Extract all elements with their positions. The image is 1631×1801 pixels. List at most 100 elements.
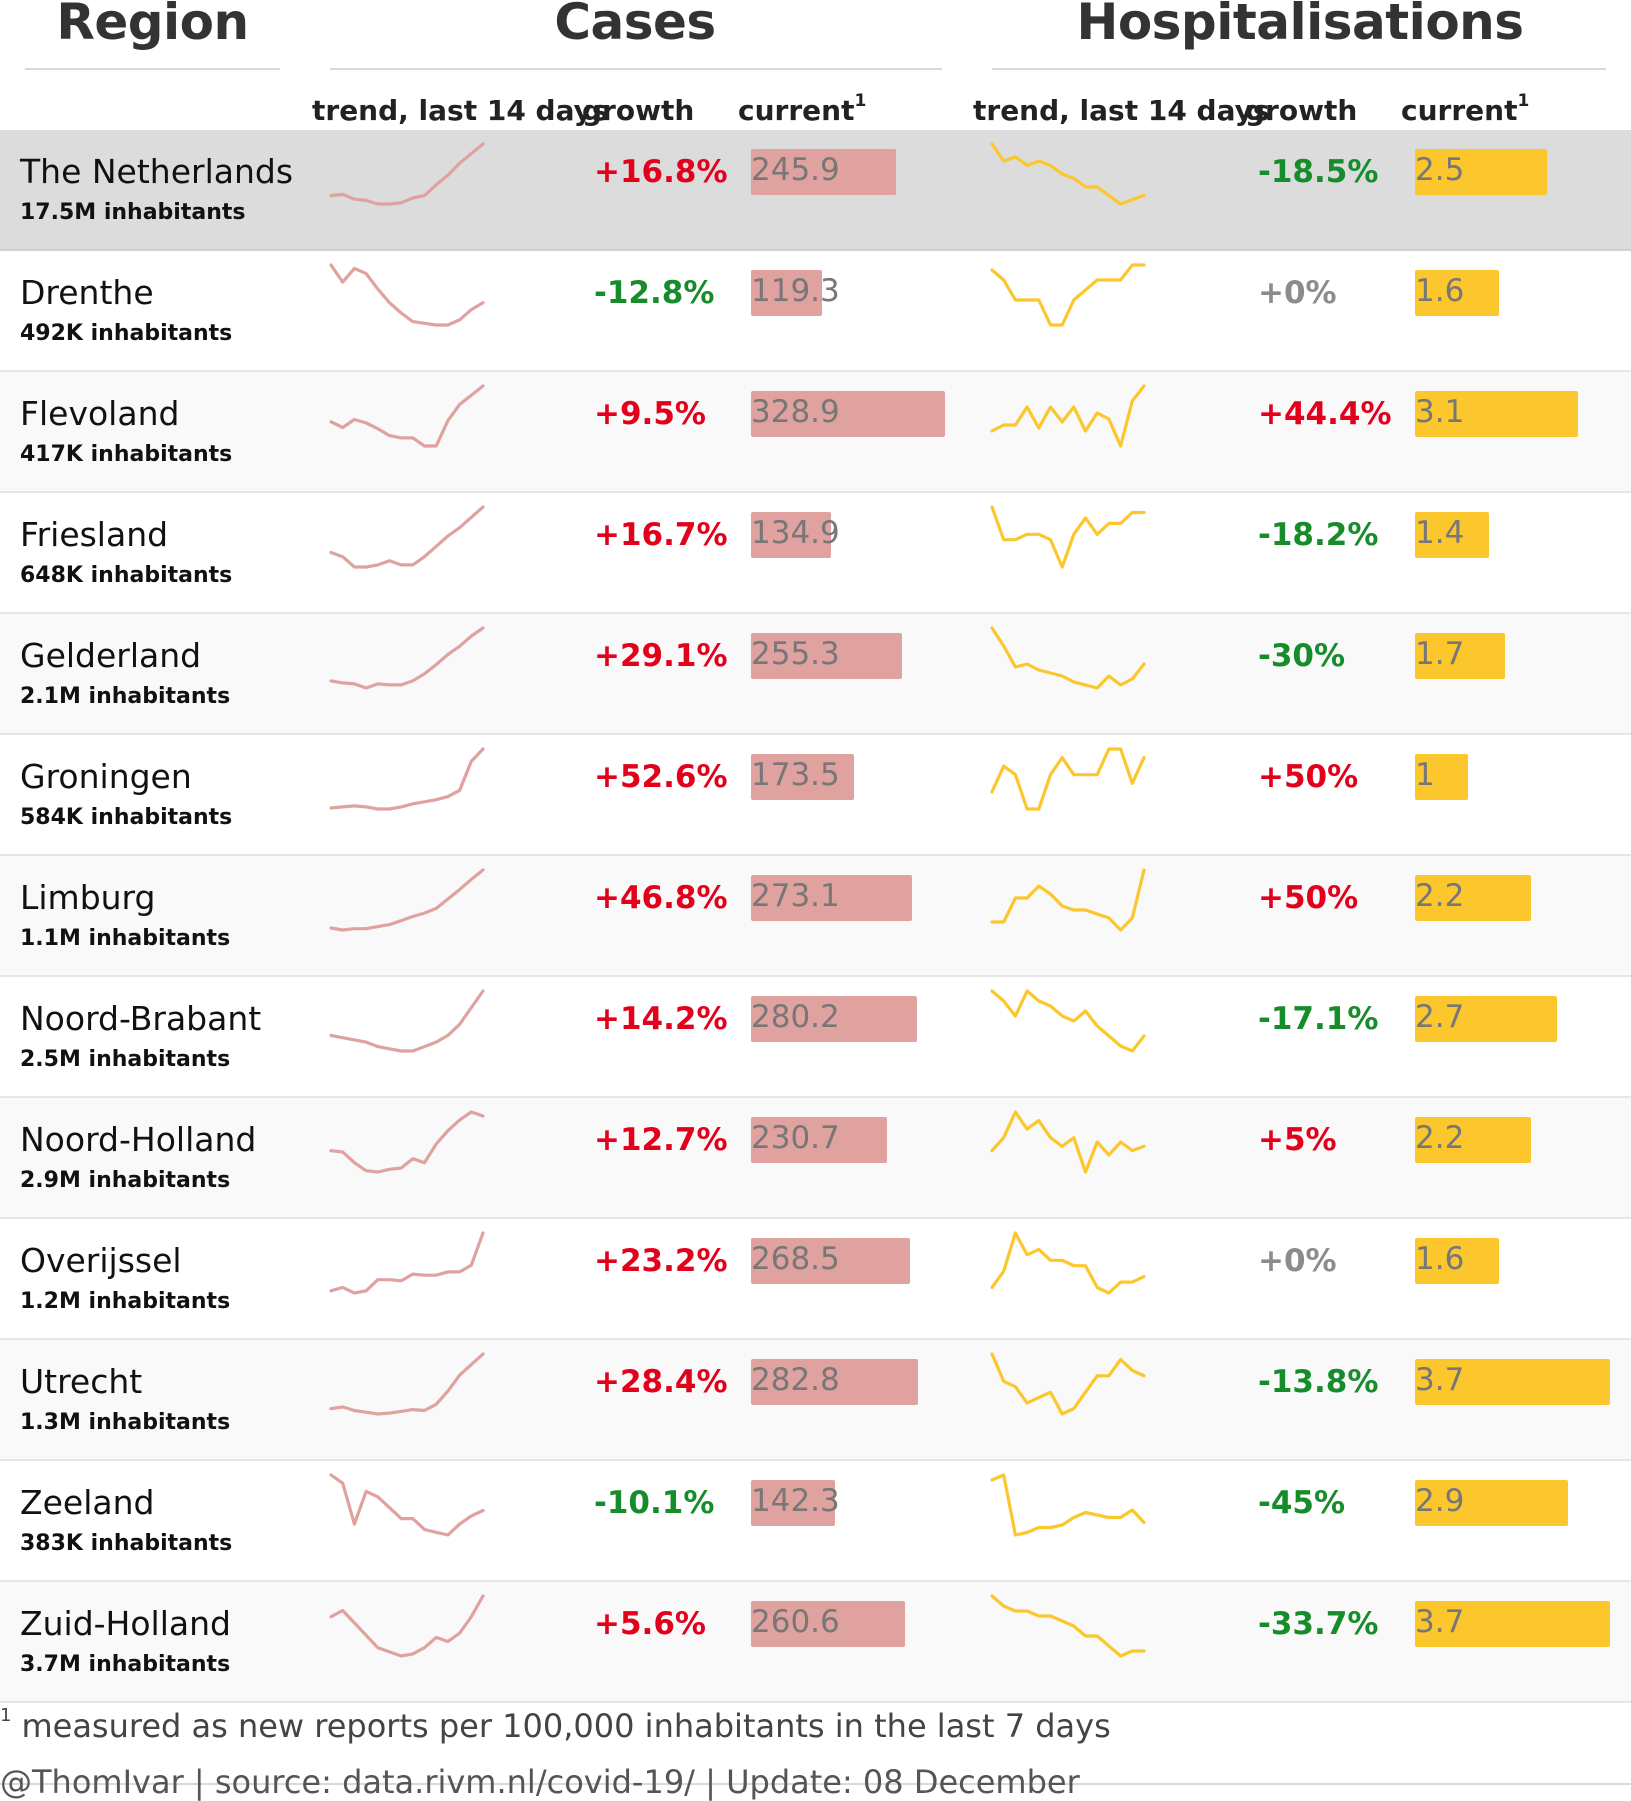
footnote-text: measured as new reports per 100,000 inha… — [21, 1707, 1111, 1745]
hosp-trend-sparkline-line — [990, 1352, 1146, 1416]
table-row: Drenthe 492K inhabitants -12.8% 119.3 +0% 1.6 — [0, 251, 1631, 372]
hosp-current-value: 2.9 — [1415, 1483, 1465, 1519]
hosp-growth-header: growth — [1245, 94, 1358, 127]
region-population: 3.7M inhabitants — [20, 1652, 231, 1677]
cases-current-value: 142.3 — [751, 1483, 840, 1519]
region-population: 2.5M inhabitants — [20, 1047, 231, 1072]
hosp-growth-value: -13.8% — [1258, 1364, 1379, 1400]
hosp-current-bar — [1415, 633, 1505, 679]
cases-current-value: 134.9 — [751, 515, 840, 551]
region-population: 1.3M inhabitants — [20, 1410, 231, 1435]
cases-trend-sparkline-line — [329, 1110, 485, 1174]
hosp-current-bar — [1415, 512, 1489, 558]
hosp-trend-sparkline-line — [990, 747, 1146, 811]
cases-current-header-sup: 1 — [854, 90, 867, 111]
hosp-growth-value: +44.4% — [1258, 396, 1392, 432]
hosp-trend-sparkline — [990, 989, 1146, 1053]
hosp-trend-sparkline-line — [990, 1594, 1146, 1658]
cases-current-value: 230.7 — [751, 1120, 840, 1156]
cases-trend-sparkline-line — [329, 626, 485, 690]
cases-trend-sparkline-line — [329, 868, 485, 932]
cases-trend-sparkline-line — [329, 384, 485, 448]
table-row: Friesland 648K inhabitants +16.7% 134.9 -18.… — [0, 493, 1631, 614]
cases-current-value: 273.1 — [751, 878, 840, 914]
cases-growth-value: +16.7% — [594, 517, 728, 553]
hosp-current-value: 1 — [1415, 757, 1435, 793]
hosp-current-bar — [1415, 996, 1558, 1042]
cases-trend-sparkline-line — [329, 263, 485, 327]
hosp-growth-value: -18.5% — [1258, 154, 1379, 190]
cases-growth-value: +14.2% — [594, 1001, 728, 1037]
hosp-current-bar — [1415, 1601, 1610, 1647]
region-population: 417K inhabitants — [20, 442, 233, 467]
cases-current-header-label: current — [738, 94, 855, 127]
hosp-growth-value: +0% — [1258, 1243, 1337, 1279]
cases-trend-sparkline-line — [329, 1473, 485, 1537]
region-name: Flevoland — [20, 394, 180, 433]
region-name: Gelderland — [20, 636, 202, 675]
table-row: Utrecht 1.3M inhabitants +28.4% 282.8 -13.8%… — [0, 1340, 1631, 1461]
hosp-current-bar — [1415, 391, 1579, 437]
region-population: 584K inhabitants — [20, 805, 233, 830]
cases-growth-value: +29.1% — [594, 638, 728, 674]
hosp-group-title: Hospitalisations — [1076, 0, 1524, 51]
cases-current-bar — [751, 996, 917, 1042]
region-group-rule — [25, 68, 280, 70]
hosp-growth-value: -45% — [1258, 1485, 1346, 1521]
hosp-trend-header: trend, last 14 days — [973, 94, 1270, 127]
cases-growth-value: +5.6% — [594, 1606, 706, 1642]
region-population: 383K inhabitants — [20, 1531, 233, 1556]
credit-divider — [0, 1783, 1631, 1785]
cases-current-value: 328.9 — [751, 394, 840, 430]
hosp-current-value: 1.6 — [1415, 1241, 1465, 1277]
region-name: Zuid-Holland — [20, 1604, 231, 1643]
hosp-trend-sparkline-line — [990, 384, 1146, 448]
cases-current-bar — [751, 391, 946, 437]
hosp-growth-value: -30% — [1258, 638, 1346, 674]
footnote: 1 measured as new reports per 100,000 inh… — [0, 1705, 1111, 1745]
cases-current-header: current1 — [738, 90, 867, 127]
hosp-group-rule — [992, 68, 1606, 70]
cases-trend-sparkline-line — [329, 1594, 485, 1658]
cases-trend-sparkline — [329, 1594, 485, 1658]
region-name: The Netherlands — [20, 152, 294, 191]
region-population: 2.1M inhabitants — [20, 684, 231, 709]
hosp-trend-sparkline-line — [990, 868, 1146, 932]
cases-growth-value: +46.8% — [594, 880, 728, 916]
cases-current-bar — [751, 270, 822, 316]
cases-current-bar — [751, 633, 902, 679]
cases-current-value: 280.2 — [751, 999, 840, 1035]
region-population: 1.2M inhabitants — [20, 1289, 231, 1314]
cases-growth-value: +23.2% — [594, 1243, 728, 1279]
table-row: Zeeland 383K inhabitants -10.1% 142.3 -45% 2.… — [0, 1461, 1631, 1582]
hosp-growth-value: +5% — [1258, 1122, 1337, 1158]
table-row: Limburg 1.1M inhabitants +46.8% 273.1 +50% 2.… — [0, 856, 1631, 977]
hosp-trend-sparkline — [990, 505, 1146, 569]
hosp-current-value: 3.7 — [1415, 1362, 1465, 1398]
hosp-current-value: 2.2 — [1415, 1120, 1465, 1156]
region-name: Drenthe — [20, 273, 154, 312]
hosp-current-bar — [1415, 754, 1468, 800]
hosp-current-header-label: current — [1401, 94, 1518, 127]
hosp-current-value: 3.1 — [1415, 394, 1465, 430]
region-name: Zeeland — [20, 1483, 155, 1522]
hosp-trend-sparkline — [990, 263, 1146, 327]
cases-trend-sparkline — [329, 505, 485, 569]
hosp-trend-sparkline-line — [990, 626, 1146, 690]
hosp-growth-value: -33.7% — [1258, 1606, 1379, 1642]
cases-trend-sparkline — [329, 384, 485, 448]
cases-trend-sparkline — [329, 1352, 485, 1416]
cases-current-value: 173.5 — [751, 757, 840, 793]
hosp-current-bar — [1415, 1359, 1610, 1405]
hosp-trend-sparkline — [990, 142, 1146, 206]
cases-current-value: 268.5 — [751, 1241, 840, 1277]
cases-group-rule — [330, 68, 942, 70]
hosp-trend-sparkline — [990, 626, 1146, 690]
cases-current-value: 245.9 — [751, 152, 840, 188]
table-row: Zuid-Holland 3.7M inhabitants +5.6% 260.6 -3… — [0, 1582, 1631, 1703]
cases-trend-sparkline — [329, 263, 485, 327]
hosp-growth-value: -18.2% — [1258, 517, 1379, 553]
region-name: Overijssel — [20, 1241, 182, 1280]
hosp-current-value: 1.7 — [1415, 636, 1465, 672]
footer: 1 measured as new reports per 100,000 inh… — [0, 1703, 1631, 1801]
